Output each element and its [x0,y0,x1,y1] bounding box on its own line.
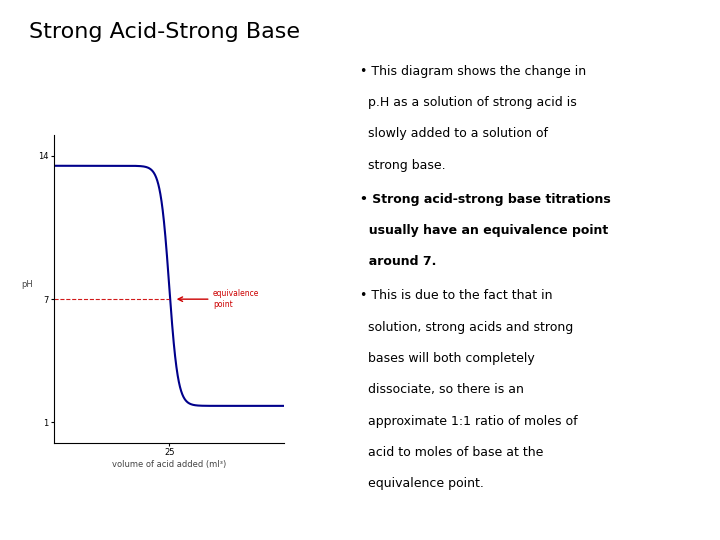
Text: p.H as a solution of strong acid is: p.H as a solution of strong acid is [360,96,577,109]
Text: solution, strong acids and strong: solution, strong acids and strong [360,321,573,334]
Y-axis label: pH: pH [21,280,32,289]
X-axis label: volume of acid added (ml³): volume of acid added (ml³) [112,460,226,469]
Text: approximate 1:1 ratio of moles of: approximate 1:1 ratio of moles of [360,415,577,428]
Text: • This is due to the fact that in: • This is due to the fact that in [360,289,552,302]
Text: bases will both completely: bases will both completely [360,352,535,365]
Text: dissociate, so there is an: dissociate, so there is an [360,383,524,396]
Text: • Strong acid-strong base titrations: • Strong acid-strong base titrations [360,193,611,206]
Text: acid to moles of base at the: acid to moles of base at the [360,446,544,459]
Text: slowly added to a solution of: slowly added to a solution of [360,127,548,140]
Text: strong base.: strong base. [360,159,446,172]
Text: • This diagram shows the change in: • This diagram shows the change in [360,65,586,78]
Text: Strong Acid-Strong Base: Strong Acid-Strong Base [29,22,300,42]
Text: around 7.: around 7. [360,255,436,268]
Text: equivalence point.: equivalence point. [360,477,484,490]
Text: equivalence
point: equivalence point [213,289,259,309]
Text: usually have an equivalence point: usually have an equivalence point [360,224,608,237]
